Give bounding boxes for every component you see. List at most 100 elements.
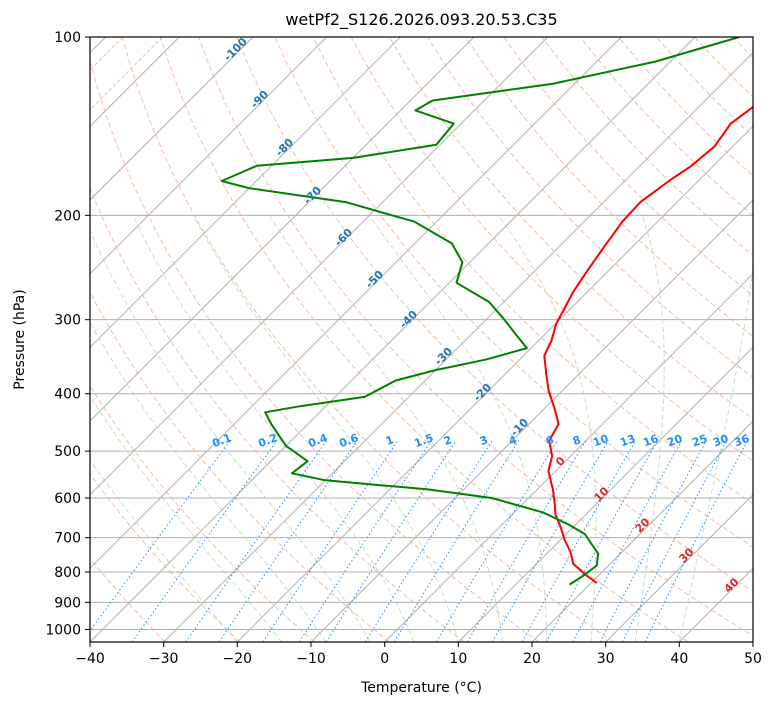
mixing-ratio-label: 0.1 (210, 431, 233, 450)
isotherm-gridline (90, 37, 401, 349)
mixing-ratio-label: 0.4 (306, 431, 329, 450)
mixing-ratio-line (131, 440, 278, 642)
mixing-ratio-label: 10 (591, 432, 610, 450)
dry-adiabat (90, 186, 465, 642)
dry-adiabat (236, 37, 753, 592)
isotherm-gridline (310, 199, 753, 642)
mixing-ratio-line (545, 440, 659, 642)
mixing-ratio-label: 1 (384, 433, 396, 448)
moist-adiabat (90, 229, 371, 642)
mixing-ratio-label: 3 (478, 433, 490, 448)
y-tick-label: 200 (54, 208, 81, 224)
mixing-ratio-line (393, 440, 520, 642)
x-axis-title: Temperature (°C) (360, 680, 482, 696)
dry-adiabat (90, 557, 166, 642)
mixing-ratio-label: 6 (544, 433, 556, 448)
moist-adiabat (498, 215, 597, 642)
moist-adiabat (269, 215, 503, 642)
isotherm-gridline (90, 37, 254, 201)
mixing-ratio-line (572, 440, 683, 642)
moist-adiabat (132, 215, 415, 642)
mixing-ratio-label: 8 (571, 433, 583, 448)
dry-adiabat (90, 384, 316, 642)
x-tick-label: 20 (523, 651, 541, 667)
x-tick-label: −10 (296, 651, 326, 667)
dry-adiabat (90, 472, 241, 642)
mixing-ratio-label: 4 (507, 433, 519, 448)
moist-adiabat (90, 459, 238, 642)
isotherm-gridline (605, 493, 753, 642)
dewpoint-line (220, 37, 740, 586)
isotherm-gridline (90, 37, 475, 422)
isotherm-gridline (90, 37, 549, 496)
x-tick-label: 30 (597, 651, 615, 667)
isotherm-gridline (457, 346, 753, 642)
mixing-ratio-line (435, 440, 558, 642)
dry-adiabat (121, 37, 614, 642)
y-axis: 100 200 300 400 500 600 700 800 900 1000 (45, 30, 90, 638)
moist-adiabat (678, 263, 753, 642)
mixing-ratio-line (521, 440, 637, 642)
dry-adiabat (198, 37, 753, 637)
mixing-ratio-label: 16 (641, 432, 660, 450)
dry-adiabat (274, 37, 753, 548)
chart-title: wetPf2_S126.2026.093.20.53.C35 (285, 10, 557, 30)
plot-frame (89, 36, 754, 643)
mixing-ratio-label: 20 (665, 432, 684, 450)
dry-adiabat (503, 37, 753, 297)
mixing-ratio-line (325, 440, 457, 642)
y-tick-label: 800 (54, 565, 81, 581)
mixing-ratio-line (364, 440, 493, 642)
mixing-ratio-line (644, 440, 748, 642)
y-tick-label: 400 (54, 387, 81, 403)
x-tick-label: 40 (670, 651, 688, 667)
mixing-ratio-label: 1.5 (412, 431, 435, 450)
x-tick-label: 10 (449, 651, 467, 667)
y-tick-label: 100 (54, 30, 81, 46)
mixing-ratio-line (90, 440, 231, 632)
y-tick-label: 1000 (45, 622, 81, 638)
y-tick-label: 700 (54, 531, 81, 547)
y-tick-label: 900 (54, 595, 81, 611)
sounding-series (220, 37, 753, 586)
y-tick-label: 300 (54, 313, 81, 329)
isotherm-gridline (90, 37, 622, 570)
y-tick-label: 600 (54, 491, 81, 507)
x-axis: −40 −30 −20 −10 0 10 20 30 40 50 (75, 642, 762, 667)
mixing-ratio-label: 2 (442, 433, 454, 448)
isotherm-gridline (90, 37, 328, 275)
dry-adiabat (159, 37, 689, 642)
x-tick-label: 50 (744, 651, 762, 667)
background-lines (90, 37, 753, 642)
mixing-ratio-label: 13 (618, 432, 637, 449)
x-tick-label: −40 (75, 651, 105, 667)
x-tick-label: −30 (149, 651, 179, 667)
mixing-ratio-label: 36 (732, 432, 751, 450)
mixing-ratio-line (491, 440, 609, 642)
isotherm-gridline (531, 420, 753, 642)
moist-adiabat (634, 215, 665, 642)
mixing-ratio-line (467, 440, 587, 642)
moist-adiabat (192, 215, 459, 642)
isotherm-gridline (236, 125, 753, 642)
dry-adiabat (426, 37, 753, 378)
dry-adiabat (90, 291, 390, 642)
mixing-ratio-line (185, 440, 328, 642)
mixing-ratio-label: 0.6 (337, 431, 360, 450)
isotherm-gridline (384, 272, 753, 642)
mixing-ratio-label: 0.2 (256, 431, 279, 450)
dry-adiabat (350, 37, 753, 462)
temperature-line (543, 105, 753, 584)
mixing-ratio-label: 30 (711, 432, 730, 450)
isotherm-gridline (90, 37, 696, 642)
plot-area (90, 37, 753, 642)
mixing-ratio-label: 25 (690, 432, 709, 449)
moist-adiabat (90, 321, 327, 642)
x-tick-label: 0 (380, 651, 389, 667)
mixing-ratio-line (262, 440, 399, 642)
x-tick-label: −20 (223, 651, 253, 667)
y-tick-label: 500 (54, 444, 81, 460)
isotherm-gridline (163, 51, 753, 642)
